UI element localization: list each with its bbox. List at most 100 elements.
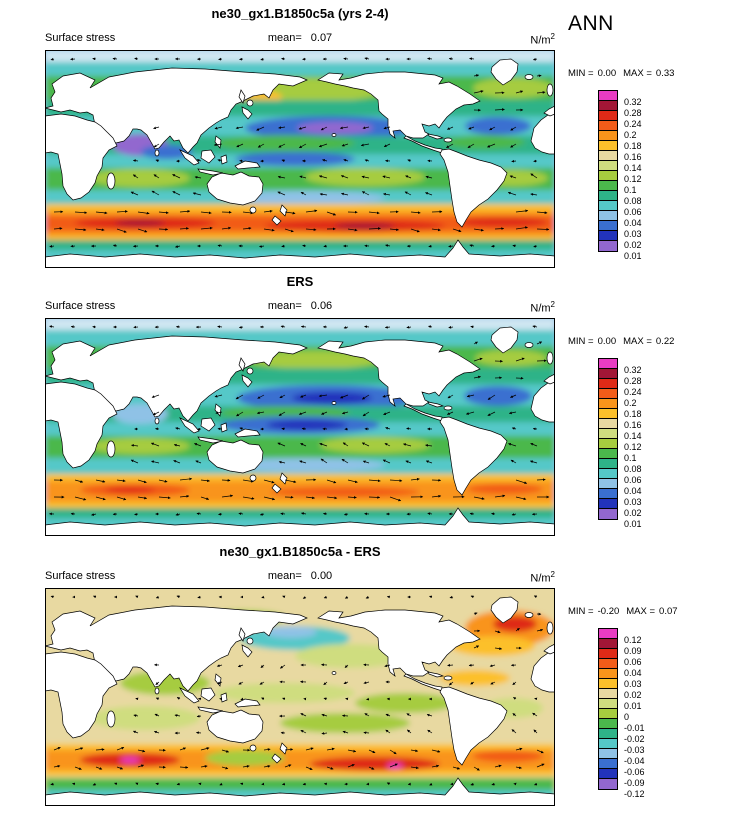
min-value: -0.20	[597, 606, 620, 617]
panel-difference: ne30_gx1.B1850c5a - ERS Surface stress m…	[0, 544, 733, 814]
map-frame	[45, 318, 555, 536]
map-container	[45, 588, 555, 806]
colorbar-cell	[599, 419, 617, 429]
vector-arrows	[50, 595, 545, 786]
colorbar-cell	[599, 379, 617, 389]
map-container	[45, 318, 555, 536]
colorbar-tick-label: 0.03	[624, 679, 642, 689]
colorbar-tick-label: -0.12	[624, 789, 645, 799]
variable-label: Surface stress	[45, 32, 116, 44]
max-label: MAX =	[623, 68, 652, 79]
colorbar-row: 0.32 0.28 0.24 0.2 0.18 0.16 0.14 0.12 0.1 0.08 0.…	[598, 358, 642, 529]
colorbar-cell	[599, 659, 617, 669]
legend: MIN = 0.00 MAX = 0.33 0.32 0.28 0.24 0.2 0.18 0.…	[568, 68, 730, 268]
min-label: MIN =	[568, 336, 594, 347]
colorbar-cell	[599, 769, 617, 779]
colorbar-cell	[599, 359, 617, 369]
colorbar-cell	[599, 689, 617, 699]
mean-value: 0.07	[310, 32, 333, 44]
colorbar-cell	[599, 241, 617, 251]
colorbar-tick-label: 0.16	[624, 152, 642, 162]
legend: MIN = -0.20 MAX = 0.07 0.12 0.09 0.06 0.04 0.03…	[568, 606, 730, 806]
colorbar-cell	[599, 489, 617, 499]
colorbar-cell	[599, 439, 617, 449]
colorbar-cell	[599, 121, 617, 131]
colorbar-tick-label: 0.03	[624, 229, 642, 239]
min-label: MIN =	[568, 606, 594, 617]
colorbar-cell	[599, 91, 617, 101]
continents	[45, 596, 555, 806]
colorbar-tick-label: 0.04	[624, 486, 642, 496]
colorbar-row: 0.12 0.09 0.06 0.04 0.03 0.02 0.01 0 -0.01 -0.02-…	[598, 628, 645, 799]
mean-label: mean=	[267, 570, 302, 582]
minmax-readout: MIN = -0.20 MAX = 0.07	[568, 606, 730, 617]
minmax-readout: MIN = 0.00 MAX = 0.33	[568, 68, 730, 79]
map-frame	[45, 50, 555, 268]
meta-row: Surface stress mean= 0.00 N/m2	[45, 570, 555, 585]
colorbar	[598, 90, 618, 252]
colorbar-tick-label: 0.02	[624, 508, 642, 518]
max-value: 0.22	[655, 336, 675, 347]
continents	[45, 58, 555, 268]
colorbar-tick-label: 0.14	[624, 163, 642, 173]
colorbar-cell	[599, 729, 617, 739]
colorbar-cell	[599, 739, 617, 749]
map-canvas-difference	[45, 588, 555, 806]
mean-label: mean=	[267, 300, 302, 312]
colorbar-cell	[599, 201, 617, 211]
colorbar-tick-label: 0.1	[624, 453, 637, 463]
colorbar-cell	[599, 639, 617, 649]
colorbar-tick-label: 0.28	[624, 376, 642, 386]
mean-readout: mean= 0.00	[215, 570, 385, 585]
panel-title: ne30_gx1.B1850c5a (yrs 2-4)	[211, 6, 389, 21]
colorbar-tick-label: 0.06	[624, 475, 642, 485]
colorbar-labels: 0.32 0.28 0.24 0.2 0.18 0.16 0.14 0.12 0.1 0.08 0.…	[624, 358, 668, 536]
colorbar-tick-label: 0.2	[624, 398, 637, 408]
max-value: 0.33	[655, 68, 675, 79]
colorbar-tick-label: 0.12	[624, 442, 642, 452]
min-label: MIN =	[568, 68, 594, 79]
colorbar-row: 0.32 0.28 0.24 0.2 0.18 0.16 0.14 0.12 0.1 0.08 0.…	[598, 90, 642, 261]
colorbar-cell	[599, 779, 617, 789]
colorbar	[598, 628, 618, 790]
colorbar-tick-label: 0.32	[624, 365, 642, 375]
colorbar-labels: 0.32 0.28 0.24 0.2 0.18 0.16 0.14 0.12 0.1 0.08 0.…	[624, 90, 668, 268]
min-value: 0.00	[597, 68, 617, 79]
colorbar-tick-label: 0	[624, 712, 630, 722]
map-frame	[45, 588, 555, 806]
vector-arrows	[49, 57, 550, 248]
colorbar-cell	[599, 459, 617, 469]
colorbar-cell	[599, 191, 617, 201]
mean-readout: mean= 0.06	[215, 300, 385, 315]
colorbar-cell	[599, 151, 617, 161]
mean-readout: mean= 0.07	[215, 32, 385, 47]
max-value: 0.07	[659, 606, 678, 617]
colorbar-cell	[599, 429, 617, 439]
map-canvas-obs	[45, 318, 555, 536]
colorbar-cell	[599, 211, 617, 221]
colorbar-cell	[599, 111, 617, 121]
colorbar-tick-label: 0.32	[624, 97, 642, 107]
colorbar-tick-label: 0.08	[624, 196, 642, 206]
colorbar-tick-label: 0.01	[624, 701, 642, 711]
continents	[45, 326, 555, 536]
variable-label: Surface stress	[45, 300, 116, 312]
min-value: 0.00	[597, 336, 617, 347]
colorbar-tick-label: 0.02	[624, 240, 642, 250]
colorbar-tick-label: 0.18	[624, 409, 642, 419]
colorbar-tick-label: 0.24	[624, 387, 642, 397]
colorbar-tick-label: 0.09	[624, 646, 642, 656]
colorbar-tick-label: 0.06	[624, 657, 642, 667]
colorbar-tick-label: 0.24	[624, 119, 642, 129]
colorbar-cell	[599, 649, 617, 659]
panel-title: ERS	[286, 274, 314, 289]
colorbar-tick-label: 0.14	[624, 431, 642, 441]
units-label: N/m2	[530, 570, 555, 585]
panel-title: ne30_gx1.B1850c5a - ERS	[219, 544, 381, 559]
colorbar-tick-label: 0.08	[624, 464, 642, 474]
colorbar-cell	[599, 629, 617, 639]
colorbar-tick-label: -0.03	[624, 745, 645, 755]
colorbar-cell	[599, 719, 617, 729]
colorbar-cell	[599, 699, 617, 709]
